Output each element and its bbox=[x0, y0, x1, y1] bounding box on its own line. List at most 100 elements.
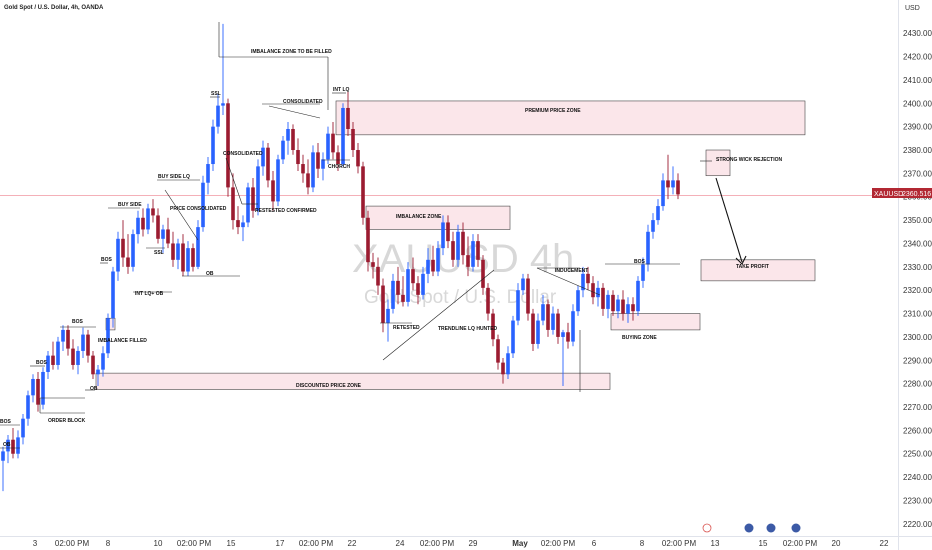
zone-label: PREMIUM PRICE ZONE bbox=[525, 108, 581, 114]
candle-body bbox=[166, 229, 170, 244]
order-block-label: ORDER BLOCK bbox=[48, 418, 86, 424]
price-tick-label: 2280.00 bbox=[903, 380, 932, 389]
candle-body bbox=[401, 294, 405, 302]
zone-box[interactable] bbox=[335, 100, 806, 136]
candle-body bbox=[581, 273, 585, 291]
candle-body bbox=[336, 152, 340, 165]
candle-body bbox=[131, 234, 135, 267]
candle-body bbox=[506, 353, 510, 375]
zone-box[interactable] bbox=[95, 372, 611, 390]
us-flag-icon[interactable] bbox=[791, 523, 801, 533]
candle-body bbox=[96, 369, 100, 375]
candle-body bbox=[426, 259, 430, 274]
candle-body bbox=[531, 313, 535, 344]
zone-box[interactable] bbox=[705, 149, 731, 177]
candle-body bbox=[476, 241, 480, 260]
candle-body bbox=[136, 217, 140, 235]
candle-body bbox=[276, 159, 280, 202]
candle-body bbox=[171, 243, 175, 260]
candle-body bbox=[661, 180, 665, 207]
us-flag-icon[interactable] bbox=[744, 523, 754, 533]
candle-body bbox=[311, 152, 315, 188]
candle-body bbox=[156, 215, 160, 239]
candle-body bbox=[501, 362, 505, 375]
time-tick-label: 02:00 PM bbox=[299, 539, 334, 548]
trendline-lq-hunted-label: TRENDLINE LQ HUNTED bbox=[438, 326, 498, 332]
time-tick-label: 17 bbox=[276, 539, 285, 548]
candle-body bbox=[536, 320, 540, 344]
consolidated-label: CONSOLIDATED bbox=[283, 99, 323, 105]
candle-body bbox=[676, 180, 680, 195]
zone-label: IMBALANCE ZONE bbox=[396, 214, 442, 220]
candle-body bbox=[576, 290, 580, 312]
candle-body bbox=[66, 329, 70, 349]
bos-label: BOS bbox=[0, 419, 12, 425]
price-tag-value: 2360.516 bbox=[902, 191, 931, 198]
price-tick-label: 2420.00 bbox=[903, 53, 932, 62]
retested-label: RETESTED bbox=[393, 325, 420, 331]
candle-body bbox=[481, 259, 485, 288]
candle-body bbox=[671, 180, 675, 188]
candle-body bbox=[651, 220, 655, 232]
candle-body bbox=[106, 318, 110, 354]
candle-body bbox=[471, 241, 475, 267]
candle-body bbox=[406, 269, 410, 302]
candle-body bbox=[386, 308, 390, 323]
annotations-layer: BOS OB BOS ORDER BLOCK BOS OB IMBALANCE FILLED… bbox=[0, 22, 783, 449]
zone-label: DISCOUNTED PRICE ZONE bbox=[296, 383, 362, 389]
candle-body bbox=[221, 103, 225, 106]
candle-body bbox=[451, 241, 455, 260]
candle-body bbox=[91, 355, 95, 375]
zone-box[interactable] bbox=[365, 205, 511, 230]
time-tick-label: 02:00 PM bbox=[783, 539, 818, 548]
candle-body bbox=[161, 229, 165, 239]
candle-body bbox=[246, 187, 250, 223]
price-tick-label: 2330.00 bbox=[903, 263, 932, 272]
time-tick-label: 02:00 PM bbox=[420, 539, 455, 548]
time-tick-label: 15 bbox=[759, 539, 768, 548]
candle-body bbox=[561, 332, 565, 337]
candle-body bbox=[181, 243, 185, 272]
us-flag-icon[interactable] bbox=[766, 523, 776, 533]
candle-body bbox=[81, 334, 85, 351]
candle-body bbox=[491, 313, 495, 340]
candle-body bbox=[526, 278, 530, 314]
candle-body bbox=[11, 439, 15, 454]
candle-body bbox=[511, 320, 515, 354]
candle-body bbox=[251, 187, 255, 211]
event-icons[interactable] bbox=[702, 523, 801, 533]
zone-box[interactable] bbox=[105, 317, 116, 331]
candle-body bbox=[331, 133, 335, 153]
candle-body bbox=[631, 304, 635, 312]
price-tick-label: 2220.00 bbox=[903, 520, 932, 529]
zone-box[interactable] bbox=[610, 313, 701, 331]
int-lq-label: INT LQ bbox=[333, 87, 349, 93]
event-flag-icon[interactable] bbox=[702, 523, 712, 533]
time-axis[interactable]: 3 02:00 PM 8 10 02:00 PM 15 17 02:00 PM 22 24 02:0… bbox=[33, 539, 889, 548]
candle-body bbox=[361, 166, 365, 218]
price-tick-label: 2410.00 bbox=[903, 76, 932, 85]
price-tick-label: 2270.00 bbox=[903, 403, 932, 412]
symbol-header: Gold Spot / U.S. Dollar, 4h, OANDA bbox=[4, 5, 104, 11]
candle-body bbox=[621, 299, 625, 314]
price-tick-label: 2300.00 bbox=[903, 333, 932, 342]
price-tick-label: 2230.00 bbox=[903, 496, 932, 505]
ob-label: OB bbox=[206, 271, 214, 277]
imbalance-zone-to-be-filled-label: IMBALANCE ZONE TO BE FILLED bbox=[251, 49, 332, 55]
zones-layer bbox=[95, 100, 816, 390]
candle-body bbox=[41, 371, 45, 405]
candle-body bbox=[286, 128, 290, 141]
candle-body bbox=[596, 287, 600, 298]
annotation-line bbox=[536, 267, 601, 296]
candle-body bbox=[26, 395, 30, 419]
time-tick-label: 13 bbox=[711, 539, 720, 548]
candle-body bbox=[231, 187, 235, 221]
candle-body bbox=[256, 166, 260, 211]
candle-body bbox=[1, 451, 5, 461]
price-tick-label: 2250.00 bbox=[903, 450, 932, 459]
annotation-line bbox=[164, 189, 199, 241]
price-axis[interactable]: 2220.00 2230.00 2240.00 2250.00 2260.00 2270.… bbox=[903, 29, 932, 529]
zone-label: STRONG WICK REJECTION bbox=[716, 157, 783, 163]
zone-box[interactable] bbox=[700, 259, 816, 282]
